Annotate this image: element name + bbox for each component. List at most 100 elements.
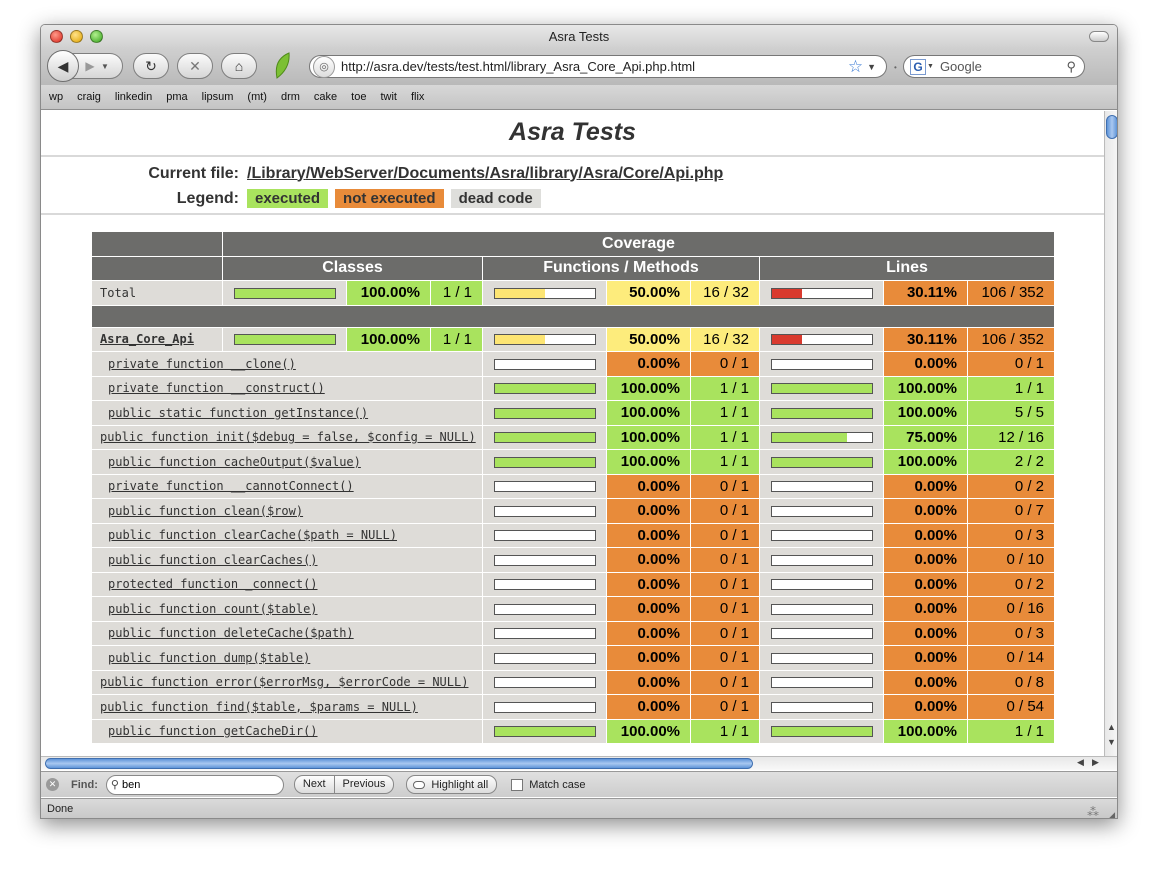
lines-count: 0 / 16	[967, 596, 1055, 622]
path-segment-link[interactable]: /Documents	[393, 164, 486, 182]
coverage-bar	[493, 334, 596, 346]
bookmark-item[interactable]: drm	[280, 91, 300, 103]
find-close-icon[interactable]: ✕	[46, 778, 59, 791]
functions-bar-cell	[482, 596, 607, 622]
functions-bar-cell	[482, 669, 607, 695]
functions-bar-cell	[482, 620, 607, 646]
bookmark-item[interactable]: pma	[166, 91, 188, 103]
function-name-link[interactable]: public function dump($table)	[108, 650, 311, 665]
bookmark-star-icon[interactable]: ☆	[847, 56, 864, 76]
url-text[interactable]: http://asra.dev/tests/test.html/library_…	[341, 59, 696, 74]
function-name-link[interactable]: public function getCacheDir()	[108, 724, 318, 739]
lines-percent: 30.11%	[883, 326, 968, 352]
scroll-down-arrow[interactable]: ▼	[1107, 737, 1116, 747]
engine-dropdown-icon[interactable]: ▼	[927, 63, 934, 70]
resize-grip-icon[interactable]: ◢	[1108, 810, 1115, 819]
bookmark-item[interactable]: (mt)	[247, 91, 267, 103]
function-name-link[interactable]: public function cacheOutput($value)	[108, 454, 361, 469]
function-name-cell: public function getCacheDir()	[91, 718, 483, 744]
lines-count: 106 / 352	[967, 326, 1055, 352]
path-segment-link[interactable]: /WebServer	[305, 164, 394, 182]
find-input[interactable]: ⚲ ben	[105, 774, 284, 795]
vertical-scroll-thumb[interactable]	[1106, 115, 1117, 139]
url-bar[interactable]: ◎ http://asra.dev/tests/test.html/librar…	[309, 55, 887, 78]
functions-bar-cell	[482, 449, 607, 475]
function-name-link[interactable]: public function clearCaches()	[108, 552, 318, 567]
lines-count: 106 / 352	[967, 280, 1055, 306]
function-name-link[interactable]: public function deleteCache($path)	[108, 626, 354, 641]
functions-count: 0 / 1	[690, 351, 760, 377]
path-segment-link[interactable]: /Core	[618, 164, 660, 182]
function-name-link[interactable]: private function __cannotConnect()	[108, 479, 354, 494]
function-name-link[interactable]: private function __construct()	[108, 381, 325, 396]
function-name-link[interactable]: public function error($errorMsg, $errorC…	[100, 675, 469, 690]
magnifier-icon[interactable]: ⚲	[1066, 58, 1076, 74]
horizontal-scrollbar[interactable]: ◀ ▶	[41, 756, 1117, 770]
bookmark-item[interactable]: twit	[380, 91, 397, 103]
match-case-checkbox[interactable]	[511, 778, 524, 791]
path-segment-link[interactable]: /library	[525, 164, 579, 182]
functions-percent: 100.00%	[606, 718, 691, 744]
vertical-scrollbar[interactable]: ▲ ▼	[1104, 111, 1117, 756]
stop-button[interactable]: ✕	[177, 53, 213, 79]
bookmark-item[interactable]: toe	[351, 91, 367, 103]
find-value[interactable]: ben	[121, 778, 141, 791]
minimize-window-button[interactable]	[70, 30, 83, 43]
site-identity-icon[interactable]: ◎	[313, 55, 335, 78]
bookmark-item[interactable]: flix	[410, 91, 425, 103]
search-bar[interactable]: G ▼ Google ⚲	[903, 55, 1085, 78]
scroll-left-arrow[interactable]: ◀	[1077, 757, 1084, 767]
back-button[interactable]: ◀	[47, 50, 79, 82]
functions-bar-cell	[482, 718, 607, 744]
class-name-link[interactable]: Asra_Core_Api	[100, 332, 194, 347]
toolbar-toggle-button[interactable]	[1089, 31, 1109, 42]
function-name-link[interactable]: public function count($table)	[108, 601, 318, 616]
function-name-link[interactable]: public static function getInstance()	[108, 405, 369, 420]
functions-bar-cell	[482, 498, 607, 524]
bookmark-item[interactable]: craig	[77, 91, 101, 103]
coverage-bar	[770, 505, 873, 517]
function-row: public function deleteCache($path) 0.00% 0…	[91, 620, 1055, 646]
match-case-label[interactable]: Match case	[529, 778, 586, 791]
bookmark-item[interactable]: lipsum	[201, 91, 234, 103]
coverage-bar	[493, 628, 596, 640]
path-segment-link[interactable]: /Asra	[578, 164, 619, 182]
function-name-link[interactable]: protected function _connect()	[108, 577, 318, 592]
lines-count: 0 / 7	[967, 498, 1055, 524]
functions-count: 1 / 1	[690, 375, 760, 401]
reload-button[interactable]: ↻	[133, 53, 169, 79]
highlight-all-button[interactable]: Highlight all	[406, 775, 498, 794]
history-dropdown-icon[interactable]: ▼	[101, 61, 109, 71]
functions-bar-cell	[482, 473, 607, 499]
function-name-link[interactable]: public function clearCache($path = NULL)	[108, 528, 397, 543]
function-name-link[interactable]: public function init($debug = false, $co…	[100, 430, 476, 445]
home-button[interactable]: ⌂	[221, 53, 257, 79]
bookmark-item[interactable]: cake	[313, 91, 338, 103]
path-segment-link[interactable]: /Library	[247, 164, 306, 182]
function-name-link[interactable]: public function clean($row)	[108, 503, 304, 518]
path-segment-link[interactable]: /Api.php	[659, 164, 724, 182]
coverage-bar-fill	[494, 384, 595, 394]
bookmark-item[interactable]: wp	[49, 91, 64, 103]
lines-count: 0 / 3	[967, 620, 1055, 646]
bookmark-item[interactable]: linkedin	[114, 91, 153, 103]
zoom-window-button[interactable]	[90, 30, 103, 43]
lines-percent: 100.00%	[883, 449, 968, 475]
find-next-button[interactable]: Next	[295, 776, 335, 793]
forward-arrow-icon: ▶	[85, 59, 95, 73]
scroll-up-arrow[interactable]: ▲	[1107, 722, 1116, 732]
close-window-button[interactable]	[50, 30, 63, 43]
functions-percent: 0.00%	[606, 351, 691, 377]
find-previous-button[interactable]: Previous	[342, 778, 386, 790]
lines-percent: 0.00%	[883, 498, 968, 524]
horizontal-scroll-thumb[interactable]	[45, 758, 753, 769]
path-segment-link[interactable]: /Asra	[485, 164, 526, 182]
forward-button[interactable]: ▶	[79, 59, 101, 73]
url-dropdown-icon[interactable]: ▼	[867, 61, 876, 72]
search-placeholder[interactable]: Google	[939, 59, 982, 74]
scroll-right-arrow[interactable]: ▶	[1092, 757, 1099, 767]
google-engine-icon[interactable]: G	[910, 58, 926, 75]
function-name-link[interactable]: private function __clone()	[108, 356, 296, 371]
function-name-link[interactable]: public function find($table, $params = N…	[100, 699, 418, 714]
functions-bar-cell	[482, 400, 607, 426]
